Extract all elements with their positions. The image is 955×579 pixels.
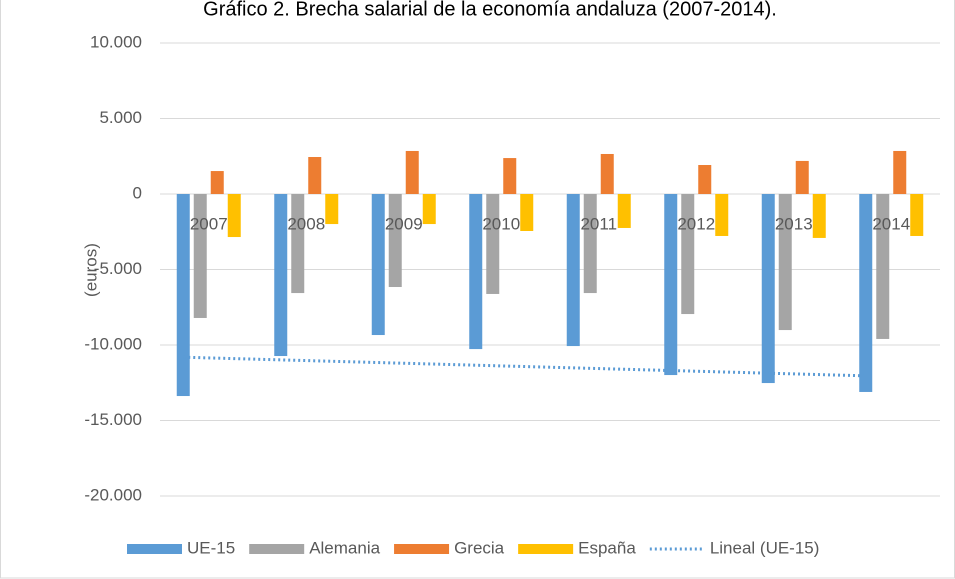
bar [715,194,729,236]
x-tick-label: 2011 [580,214,617,233]
bar [176,194,190,397]
bar [566,194,580,347]
y-tick-label: 5.000 [99,108,142,127]
bar [778,194,792,331]
legend-label: Grecia [454,538,505,557]
y-tick-label: 10.000 [90,32,142,51]
bar [210,171,224,194]
x-tick-label: 2009 [385,214,423,233]
legend-label: Lineal (UE-15) [710,538,820,557]
legend-swatch [394,544,450,554]
bar [583,194,597,294]
bar [910,194,924,236]
bar [227,194,241,238]
legend-swatch [127,544,182,554]
y-tick-label: 0 [133,183,142,202]
bar [388,194,402,288]
legend-label: España [578,538,636,557]
bar [193,194,207,318]
bar [617,194,631,228]
x-tick-label: 2013 [775,214,813,233]
y-tick-label: -10.000 [84,334,142,353]
bar [795,160,809,194]
x-tick-label: 2010 [482,214,520,233]
bar [761,194,775,384]
y-axis-label: (euros) [81,243,100,297]
bar [486,194,500,294]
bar [371,194,385,336]
chart-title: Gráfico 2. Brecha salarial de la economí… [203,0,777,20]
bar [405,150,419,194]
x-tick-label: 2007 [190,214,228,233]
bar [600,153,614,194]
bar [325,194,339,225]
trendline [183,355,866,378]
bar [308,157,322,194]
legend-swatch [249,544,305,554]
bar [812,194,826,238]
bar [422,194,436,225]
x-tick-label: 2014 [872,214,910,233]
bar [664,194,678,376]
legend-label: UE-15 [187,538,235,557]
bar [893,150,907,194]
bar [698,165,712,194]
legend-swatch [518,544,574,554]
bar [274,194,288,357]
x-tick-label: 2008 [287,214,325,233]
bar [859,194,873,392]
bar [291,194,305,294]
y-tick-label: -5.000 [94,259,142,278]
bar [503,158,517,194]
bar [681,194,695,315]
legend-label: Alemania [309,538,380,557]
bar [876,194,890,339]
x-tick-label: 2012 [677,214,715,233]
bar [520,194,534,231]
y-tick-label: -20.000 [84,485,142,504]
y-tick-label: -15.000 [84,410,142,429]
bar [469,194,483,350]
